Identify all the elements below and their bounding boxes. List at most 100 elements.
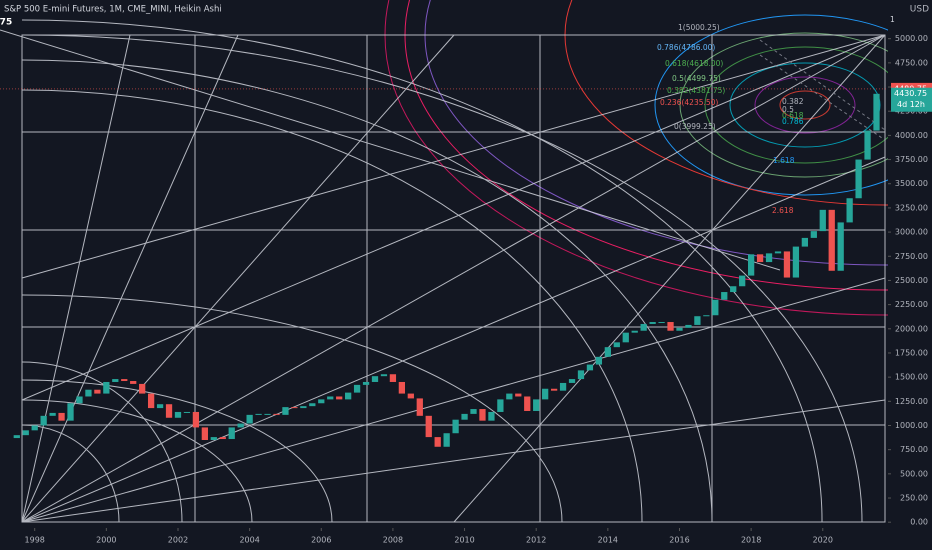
candle-body [165,404,173,418]
candle-body [147,393,155,409]
fib-label: 0(3999.25) [674,122,716,131]
y-tick-label: 250.00 [900,494,928,503]
y-tick-label: 4750.00 [895,58,928,67]
candle-body [76,396,83,404]
candle-body [640,323,647,331]
fib-label: 0.786 [782,117,804,126]
x-tick-label: 2004 [239,536,259,545]
candle-body [846,198,853,223]
fib-circle [754,76,856,134]
candle-body [712,299,719,316]
candle-body [506,393,513,400]
x-tick-label: 2018 [741,536,761,545]
candle-body [461,413,468,420]
candle-body [94,389,101,394]
candle-body [309,403,316,407]
fib-label: 0.618(4618.00) [665,59,723,68]
y-tick-label: 2000.00 [895,324,928,333]
candle-body [228,427,235,440]
candle-body [103,381,110,394]
gann-arc [21,361,183,523]
candle-body [219,437,226,440]
candle-body [67,403,74,421]
candle-body [174,411,182,418]
candle-body [318,399,325,404]
candle-body [156,404,164,409]
candle-body [192,411,200,428]
candle-body [327,396,334,400]
candle-body [139,383,146,394]
gann-fan [21,34,886,401]
candle-body [747,254,755,276]
candle-body [210,437,217,440]
y-tick-label: 1000.00 [895,421,928,430]
candle-body [855,159,862,199]
candle-body [264,413,271,415]
candle-body [488,411,495,421]
x-tick-label: 2002 [168,536,188,545]
candle-body [183,411,191,413]
gann-arc [21,34,863,523]
candle-body [353,384,361,393]
candle-body [434,437,441,447]
candle-body [577,370,585,380]
fib-label: 0.382 [782,97,804,106]
candle-body [873,93,880,131]
y-tick-label: 1750.00 [895,348,928,357]
candle-body [658,322,665,324]
candle-body [864,130,871,160]
candle-body [345,392,352,400]
gann-fan [21,277,886,523]
last-price-label: 4430.75 [894,89,927,98]
candle-body [667,322,674,331]
x-tick-label: 2008 [383,536,403,545]
gann-arc [21,89,643,523]
gann-arc [21,294,563,523]
candle-body [792,246,800,278]
countdown: 4d 12h [897,100,925,109]
candle-body [497,399,504,412]
gann-arc [21,379,333,523]
candle-body [783,251,791,278]
candle-body [828,209,835,271]
y-tick-label: 1500.00 [895,373,928,382]
candle-body [112,379,119,382]
x-tick-label: 2014 [598,536,618,545]
y-tick-label: 1250.00 [895,397,928,406]
candle-body [559,382,567,391]
gann-fan [21,34,131,523]
fib-trend [759,39,886,131]
candle-body [604,347,611,357]
y-tick-label: 4000.00 [895,131,928,140]
candle-body [389,374,397,382]
candle-body [40,415,47,426]
plot-area [13,93,880,447]
candle-body [533,399,540,411]
gann-arc [21,399,253,523]
fib-label: 0.786(4786.00) [657,43,715,52]
candle-body [524,396,531,411]
candle-body [586,364,594,371]
gann-fan [21,156,886,523]
gann-fan [21,34,886,523]
x-tick-label: 2000 [96,536,116,545]
candle-body [130,381,137,384]
x-tick-label: 2012 [526,536,546,545]
candle-body [550,388,558,391]
candle-body [22,430,29,436]
candle-body [542,388,549,400]
candle-body [622,332,629,343]
candle-body [631,330,638,333]
x-tick-label: 2016 [669,536,689,545]
candle-body [237,423,244,428]
candle-body [819,209,826,232]
fib-label: 0.618 [782,111,804,120]
y-tick-label: 2500.00 [895,276,928,285]
y-tick-label: 3750.00 [895,155,928,164]
candle-body [246,414,253,424]
fib-label: 1.618 [773,156,795,165]
candle-body [362,381,370,385]
candle-body [282,407,289,415]
